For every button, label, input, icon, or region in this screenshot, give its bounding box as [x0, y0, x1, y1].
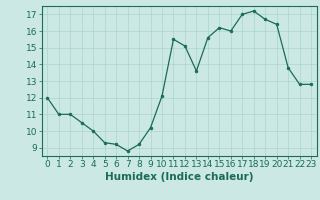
X-axis label: Humidex (Indice chaleur): Humidex (Indice chaleur): [105, 172, 253, 182]
